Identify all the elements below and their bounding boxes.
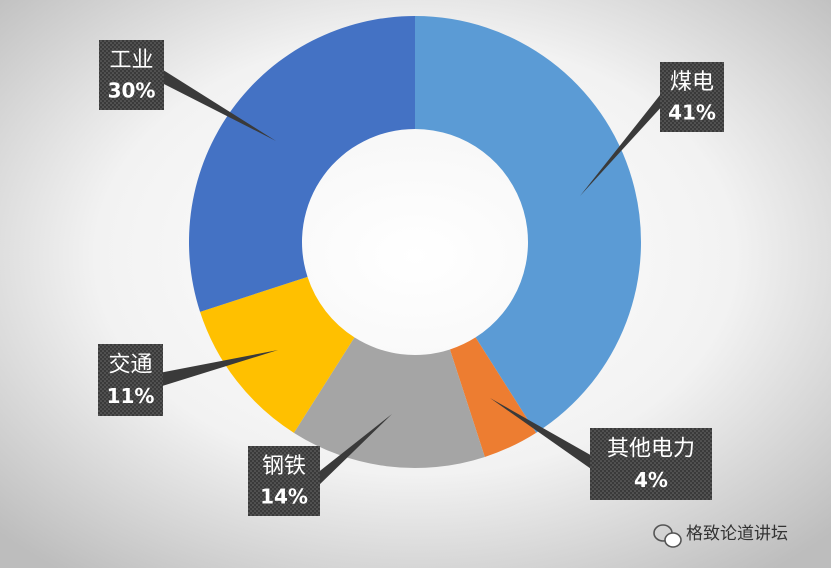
category-label: 钢铁 xyxy=(262,454,306,479)
callout: 煤电 41% xyxy=(580,62,724,196)
value-label: 30% xyxy=(108,78,156,102)
callout-box xyxy=(590,428,712,500)
value-label: 4% xyxy=(634,468,668,492)
callout: 钢铁 14% xyxy=(248,414,392,516)
donut-segment xyxy=(293,337,485,468)
callout-pointer xyxy=(580,90,664,196)
value-label: 41% xyxy=(668,100,716,124)
donut-segment xyxy=(189,16,415,312)
watermark-icon xyxy=(664,532,682,548)
category-label: 工业 xyxy=(109,48,153,73)
callout: 其他电力 4% xyxy=(490,398,712,500)
callout-pointer xyxy=(490,398,594,471)
watermark-text: 格致论道讲坛 xyxy=(686,524,788,544)
watermark: 格致论道讲坛 xyxy=(653,524,788,548)
category-label: 交通 xyxy=(108,353,152,378)
callout-box xyxy=(660,62,724,132)
callout: 交通 11% xyxy=(98,344,278,416)
callout: 工业 30% xyxy=(99,40,276,141)
callout-pointer xyxy=(316,414,392,488)
callout-box xyxy=(98,344,163,416)
donut-segment xyxy=(200,276,355,433)
callout-box xyxy=(99,40,164,110)
callout-box xyxy=(248,446,320,516)
category-label: 煤电 xyxy=(670,70,714,95)
value-label: 14% xyxy=(260,484,308,508)
category-label: 其他电力 xyxy=(607,437,695,462)
callout-pointer xyxy=(159,350,278,387)
value-label: 11% xyxy=(107,384,155,408)
donut-segment xyxy=(415,16,642,433)
callout-pointer xyxy=(160,68,276,141)
donut-segment xyxy=(449,337,537,457)
